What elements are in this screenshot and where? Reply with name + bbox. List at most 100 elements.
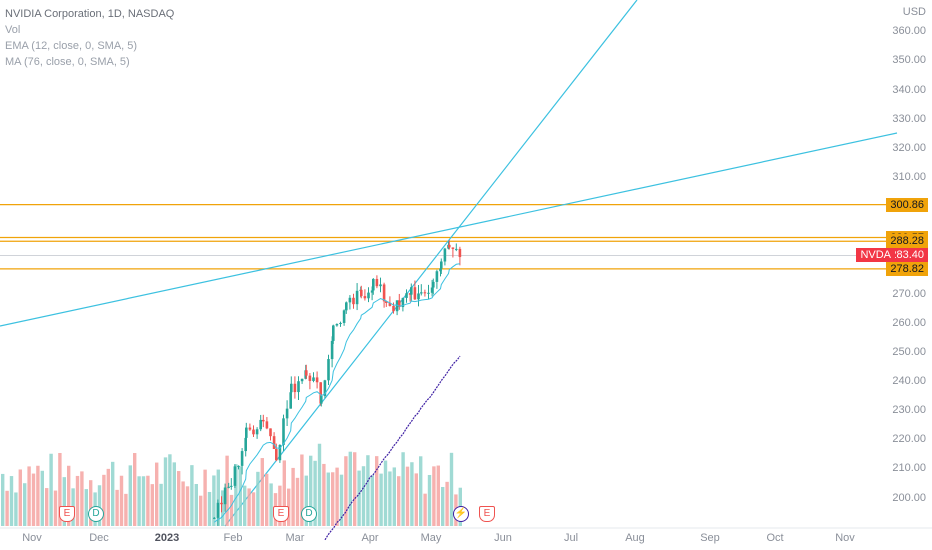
candle-body [443, 248, 447, 262]
candle-body [308, 375, 312, 381]
lightning-icon[interactable]: ⚡ [453, 506, 469, 522]
candle-body [230, 485, 233, 487]
candle-body [342, 310, 346, 323]
candle-body [320, 395, 323, 404]
earnings-icon[interactable]: E [479, 506, 495, 522]
candle-body [223, 487, 227, 505]
volume-bar [75, 475, 80, 526]
volume-bar [124, 493, 128, 526]
volume-bar [141, 476, 146, 526]
candle-body [458, 248, 462, 258]
volume-bar [375, 456, 379, 526]
candle-body [312, 377, 315, 381]
volume-bar [36, 465, 40, 526]
volume-bar [102, 474, 106, 526]
volume-bar [335, 467, 339, 526]
candle-body [335, 324, 339, 326]
candle-body [413, 287, 417, 300]
volume-bar [234, 464, 238, 526]
symbol-tag: NVDA [856, 248, 895, 263]
volume-bar [423, 493, 427, 526]
volume-bar [304, 475, 308, 526]
candle-body [290, 383, 293, 393]
volume-bar [238, 466, 242, 526]
candle-body [388, 302, 392, 306]
candle-body [240, 451, 244, 466]
volume-bar [282, 460, 286, 526]
candle-body [245, 427, 248, 438]
volume-bar [370, 475, 374, 526]
earnings-icon[interactable]: E [59, 506, 75, 522]
candle-body [216, 502, 220, 518]
price-axis-label: 350.00 [892, 54, 926, 67]
candle-body [278, 444, 282, 461]
volume-bar [23, 483, 27, 526]
price-axis-label: 330.00 [892, 112, 926, 125]
candle-body [252, 429, 255, 435]
volume-bar [295, 477, 300, 526]
candle-body [440, 261, 443, 269]
volume-bar [172, 462, 176, 526]
candle-body [259, 419, 262, 430]
volume-bar [216, 469, 220, 526]
currency-label: USD [902, 6, 926, 18]
candle-body [233, 466, 237, 486]
volume-bar [278, 485, 282, 526]
volume-bar [168, 454, 172, 526]
volume-bar [432, 466, 436, 526]
time-axis-label: Nov [22, 532, 42, 544]
time-axis-label: 2023 [154, 532, 180, 544]
candle-body [265, 421, 269, 429]
volume-bar [313, 460, 317, 526]
price-axis-label: 310.00 [892, 170, 926, 183]
volume-bar [383, 460, 388, 526]
volume-bar [84, 489, 88, 526]
candle-body [220, 502, 223, 505]
time-axis-label: Aug [625, 532, 645, 544]
candle-body [275, 449, 278, 461]
price-axis-label: 360.00 [892, 25, 926, 38]
price-level-tag: 300.86 [886, 197, 928, 212]
dividend-icon[interactable]: D [301, 506, 317, 522]
candle-body [372, 278, 375, 291]
volume-bar [159, 483, 163, 526]
volume-bar [414, 473, 418, 526]
price-axis-label: 240.00 [892, 375, 926, 387]
volume-bar [331, 472, 335, 526]
volume-bar [326, 472, 330, 526]
candle-body [398, 300, 401, 308]
dividend-icon[interactable]: D [88, 506, 104, 522]
volume-bar [243, 485, 247, 526]
volume-bar [353, 452, 357, 526]
volume-bar [177, 471, 181, 526]
candle-body [360, 289, 363, 297]
volume-bar [163, 457, 168, 526]
volume-bar [14, 492, 18, 526]
candle-body [427, 292, 430, 294]
candle-body [262, 419, 265, 422]
candle-body [455, 248, 458, 250]
candle-body [448, 244, 451, 248]
time-axis-label: Feb [223, 532, 243, 544]
volume-bar [309, 455, 313, 526]
volume-bar [229, 494, 234, 526]
ema-legend: EMA (12, close, 0, SMA, 5) [5, 40, 138, 52]
earnings-icon[interactable]: E [273, 506, 289, 522]
volume-bar [146, 475, 150, 526]
candle-body [213, 517, 216, 519]
candle-body [395, 300, 399, 312]
time-axis-label: Jun [494, 532, 512, 544]
candle-body [305, 370, 308, 376]
candle-body [451, 247, 455, 249]
volume-bar [445, 481, 449, 526]
candle-body [282, 418, 285, 445]
candle-body [289, 392, 292, 409]
candle-body [339, 322, 342, 325]
last-price-tag: 283.40 [886, 248, 928, 263]
price-axis-label: 260.00 [892, 316, 926, 329]
volume-bar [137, 476, 141, 526]
volume-bar [190, 465, 194, 526]
volume-bar [405, 466, 410, 526]
price-axis-label: 320.00 [892, 141, 926, 154]
